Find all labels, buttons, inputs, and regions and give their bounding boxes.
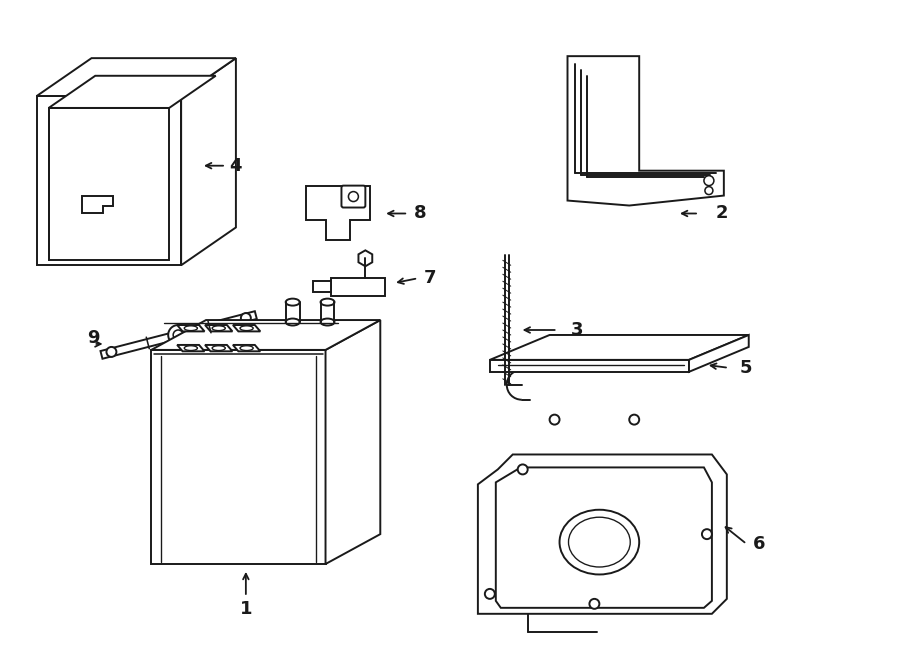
Text: 3: 3	[572, 321, 584, 339]
Circle shape	[173, 330, 183, 340]
Ellipse shape	[285, 319, 300, 325]
Polygon shape	[490, 335, 749, 360]
Polygon shape	[205, 325, 232, 331]
Polygon shape	[490, 360, 689, 372]
Polygon shape	[151, 320, 381, 350]
Text: 7: 7	[424, 269, 436, 288]
Polygon shape	[49, 76, 216, 108]
Polygon shape	[496, 467, 712, 608]
Text: 5: 5	[740, 359, 752, 377]
Circle shape	[485, 589, 495, 599]
Ellipse shape	[560, 510, 639, 574]
Circle shape	[704, 176, 714, 186]
Text: 6: 6	[752, 535, 765, 553]
Circle shape	[348, 192, 358, 202]
Polygon shape	[306, 186, 370, 241]
Ellipse shape	[240, 346, 253, 350]
Polygon shape	[181, 58, 236, 265]
Polygon shape	[37, 58, 236, 96]
Polygon shape	[82, 196, 113, 214]
Text: 8: 8	[414, 204, 427, 223]
Polygon shape	[233, 345, 260, 351]
Polygon shape	[37, 96, 181, 265]
Circle shape	[705, 186, 713, 194]
Ellipse shape	[184, 326, 197, 330]
Circle shape	[702, 529, 712, 539]
Polygon shape	[177, 325, 204, 331]
Polygon shape	[205, 345, 232, 351]
Text: 1: 1	[239, 600, 252, 618]
Polygon shape	[689, 335, 749, 372]
Polygon shape	[233, 325, 260, 331]
Ellipse shape	[285, 299, 300, 305]
Circle shape	[168, 325, 188, 345]
Circle shape	[106, 347, 116, 357]
FancyBboxPatch shape	[341, 186, 365, 208]
Circle shape	[518, 465, 527, 475]
Text: 9: 9	[87, 329, 100, 347]
Polygon shape	[151, 350, 326, 564]
Circle shape	[590, 599, 599, 609]
Circle shape	[550, 414, 560, 424]
Polygon shape	[568, 56, 724, 206]
Ellipse shape	[240, 326, 253, 330]
Text: 4: 4	[230, 157, 242, 175]
Circle shape	[241, 313, 251, 323]
Circle shape	[629, 414, 639, 424]
Ellipse shape	[212, 326, 225, 330]
Polygon shape	[49, 108, 169, 260]
Polygon shape	[326, 320, 381, 564]
Polygon shape	[478, 455, 727, 614]
Polygon shape	[330, 278, 385, 296]
Ellipse shape	[184, 346, 197, 350]
Ellipse shape	[569, 517, 630, 567]
Polygon shape	[101, 311, 256, 359]
Ellipse shape	[320, 299, 335, 305]
Text: 2: 2	[716, 204, 728, 223]
Ellipse shape	[212, 346, 225, 350]
Polygon shape	[358, 251, 373, 266]
Ellipse shape	[320, 319, 335, 325]
Polygon shape	[312, 281, 330, 292]
Polygon shape	[177, 345, 204, 351]
